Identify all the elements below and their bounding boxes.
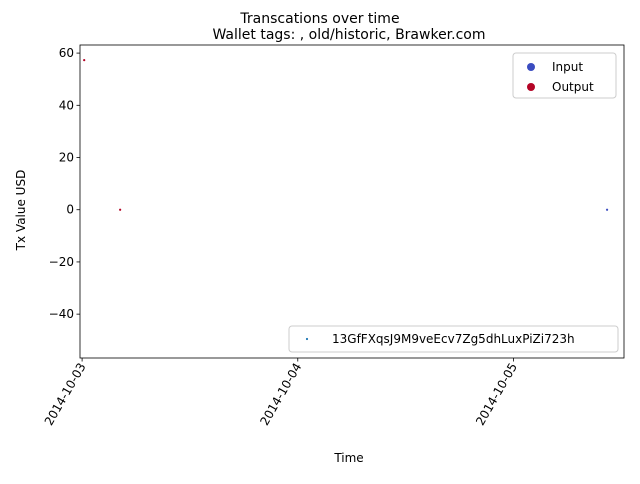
data-point-output <box>83 59 86 62</box>
data-point-output <box>119 208 122 211</box>
y-axis-label: Tx Value USD <box>14 170 28 252</box>
x-tick-label: 2014-10-05 <box>473 361 520 428</box>
chart-title: Wallet tags: , old/historic, Brawker.com <box>212 27 485 43</box>
y-tick-label: −20 <box>49 255 74 269</box>
legend-box <box>512 52 617 99</box>
legend-label: 13GfFXqsJ9M9veEcv7Zg5dhLuxPiZi723h <box>332 332 575 346</box>
y-tick-label: 0 <box>66 203 74 217</box>
data-point-input <box>605 208 609 211</box>
y-tick-label: −40 <box>49 307 74 321</box>
legend-box <box>288 325 619 353</box>
plot-area: 60 40 20 0 −20 −40 2014-10-03 2014-10-04 2014-10… <box>42 44 625 428</box>
legend-label: Output <box>552 80 594 94</box>
y-tick-label: 40 <box>59 98 74 112</box>
legend-label: Input <box>552 60 583 74</box>
x-axis-label: Time <box>333 451 363 465</box>
x-tick-label: 2014-10-04 <box>257 361 304 428</box>
legend-marker <box>305 337 309 341</box>
y-tick-label: 20 <box>59 151 74 165</box>
legend-marker <box>527 63 535 71</box>
legend-marker <box>527 83 535 91</box>
legend-area: Input Output 13GfFXqsJ9M9veEcv7Zg5dhLuxPiZ… <box>288 52 619 353</box>
plot-frame <box>79 44 625 359</box>
y-tick-label: 60 <box>59 46 74 60</box>
x-tick-label: 2014-10-03 <box>42 361 89 428</box>
chart-suptitle: Transcations over time <box>239 11 399 27</box>
